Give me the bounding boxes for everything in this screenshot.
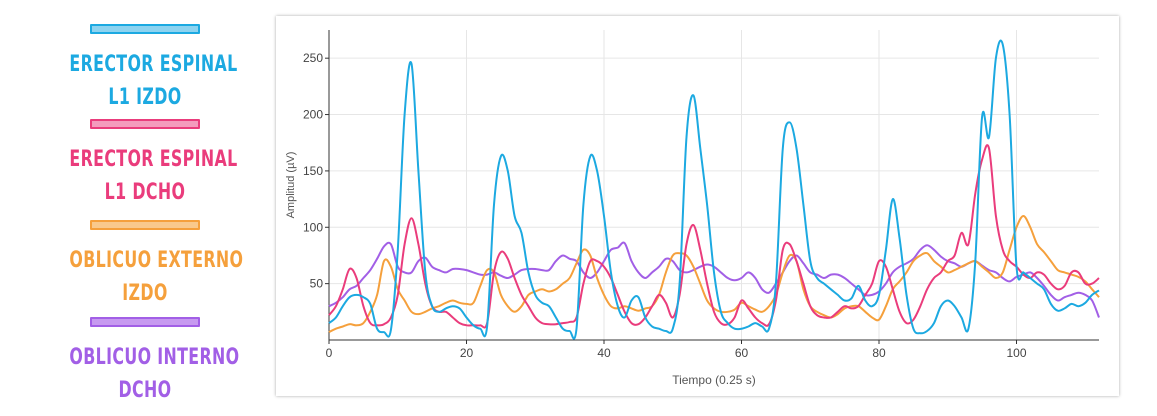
legend-item-erector-izdo: ERECTOR ESPINAL L1 IZDO [40,24,250,114]
legend-label: OBLICUO INTERNO DCHO [69,341,240,407]
y-axis-label: Amplitud (µV) [285,152,297,219]
series-line-3 [328,215,1100,333]
x-tick-label: 80 [872,346,886,360]
legend-label-line2: IZDO [122,281,168,306]
x-tick-label: 40 [597,346,611,360]
legend-item-oblicuo-interno: OBLICUO INTERNO DCHO [40,317,250,407]
legend-item-oblicuo-externo: OBLICUO EXTERNO IZDO [40,220,250,310]
series-line-4 [328,241,1100,318]
legend-label-line1: ERECTOR ESPINAL [69,147,238,172]
legend-label: OBLICUO EXTERNO IZDO [69,244,244,310]
legend-item-erector-dcho: ERECTOR ESPINAL L1 DCHO [40,119,250,209]
x-tick-label: 100 [1006,346,1026,360]
legend-swatch [90,317,200,327]
emg-line-chart: 0 20 40 60 80 100 50 100 150 200 250 Tiempo (0.25 … [285,30,1100,387]
legend-label-line2: L1 IZDO [108,85,182,110]
legend-swatch [90,220,200,230]
chart-grid [329,30,1099,340]
y-tick-label: 150 [303,164,323,178]
legend-label-line2: DCHO [118,378,172,403]
legend-label: ERECTOR ESPINAL L1 IZDO [69,48,238,114]
series-line-1 [328,39,1100,340]
chart-series [328,39,1100,340]
legend-swatch [90,24,200,34]
y-tick-label: 100 [303,220,323,234]
x-tick-label: 0 [326,346,333,360]
legend-label: ERECTOR ESPINAL L1 DCHO [69,143,238,209]
y-tick-label: 250 [303,51,323,65]
y-tick-label: 200 [303,108,323,122]
x-axis-label: Tiempo (0.25 s) [672,373,756,387]
chart-axes: 0 20 40 60 80 100 50 100 150 200 250 [303,30,1099,360]
x-tick-label: 60 [735,346,749,360]
legend-label-line2: L1 DCHO [104,180,186,205]
legend-label-line1: ERECTOR ESPINAL [69,52,238,77]
legend-swatch [90,119,200,129]
legend-label-line1: OBLICUO INTERNO [69,345,240,370]
series-line-2 [328,144,1100,329]
legend-label-line1: OBLICUO EXTERNO [69,248,244,273]
chart-panel: 0 20 40 60 80 100 50 100 150 200 250 Tiempo (0.25 … [276,16,1119,396]
x-tick-label: 20 [460,346,474,360]
y-tick-label: 50 [310,277,324,291]
chart-axis-labels: Tiempo (0.25 s) Amplitud (µV) [285,152,756,387]
